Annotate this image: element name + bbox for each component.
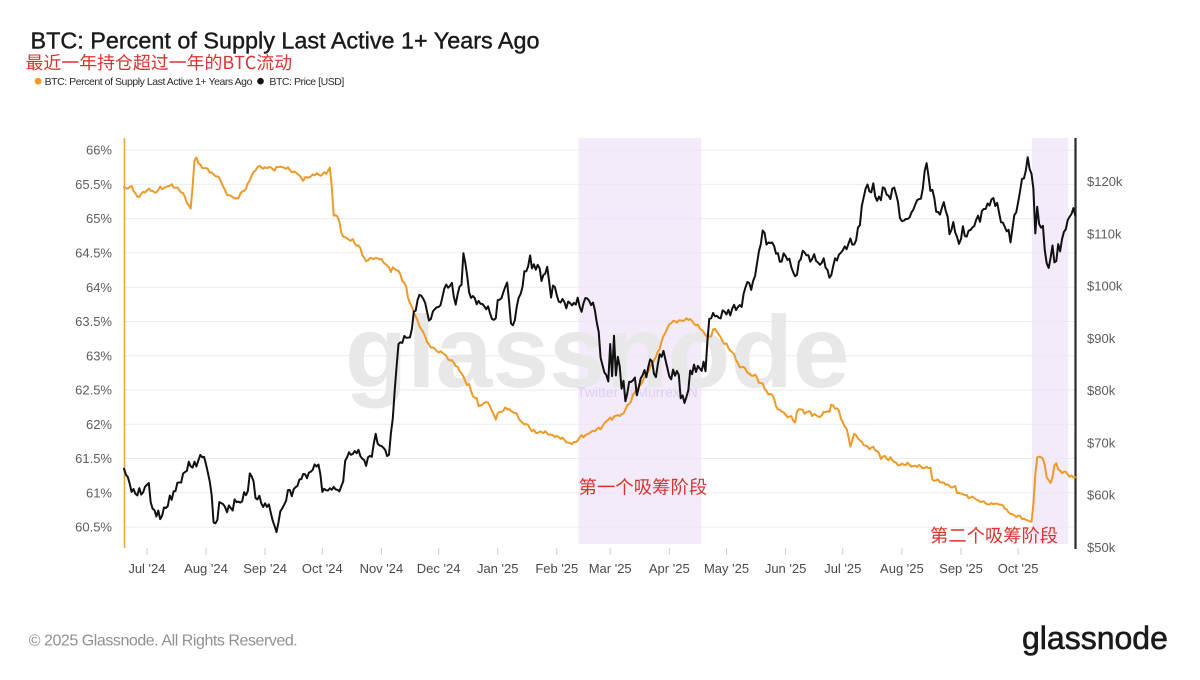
svg-text:$110k: $110k xyxy=(1087,226,1122,241)
svg-text:Aug '24: Aug '24 xyxy=(184,561,228,576)
svg-text:Mar '25: Mar '25 xyxy=(589,561,632,576)
svg-text:66%: 66% xyxy=(86,143,112,158)
svg-text:Dec '24: Dec '24 xyxy=(417,561,461,576)
svg-text:Sep '25: Sep '25 xyxy=(939,561,983,576)
svg-text:BTC: Percent of Supply Last Ac: BTC: Percent of Supply Last Active 1+ Ye… xyxy=(31,28,540,54)
svg-text:$100k: $100k xyxy=(1087,279,1123,294)
svg-text:$60k: $60k xyxy=(1087,488,1116,503)
svg-text:Feb '25: Feb '25 xyxy=(535,561,578,576)
svg-text:$70k: $70k xyxy=(1087,435,1116,450)
svg-text:glassnode: glassnode xyxy=(1022,620,1168,656)
svg-text:64.5%: 64.5% xyxy=(75,246,112,261)
svg-text:Jul '24: Jul '24 xyxy=(128,561,165,576)
svg-text:Oct '24: Oct '24 xyxy=(302,561,343,576)
svg-text:$80k: $80k xyxy=(1087,383,1116,398)
svg-text:61.5%: 61.5% xyxy=(75,451,112,466)
svg-text:May '25: May '25 xyxy=(704,561,749,576)
svg-text:Oct '25: Oct '25 xyxy=(998,561,1039,576)
svg-text:$120k: $120k xyxy=(1087,174,1123,189)
svg-text:63%: 63% xyxy=(86,348,112,363)
svg-text:Jun '25: Jun '25 xyxy=(765,561,807,576)
svg-text:61%: 61% xyxy=(86,485,112,500)
svg-text:65%: 65% xyxy=(86,211,112,226)
svg-text:$90k: $90k xyxy=(1087,331,1116,346)
svg-text:BTC: Percent of Supply Last Ac: BTC: Percent of Supply Last Active 1+ Ye… xyxy=(45,76,253,88)
svg-text:© 2025 Glassnode. All Rights R: © 2025 Glassnode. All Rights Reserved. xyxy=(29,633,298,650)
svg-text:Sep '24: Sep '24 xyxy=(243,561,287,576)
svg-text:62%: 62% xyxy=(86,417,112,432)
svg-text:$50k: $50k xyxy=(1087,540,1116,555)
svg-text:Jan '25: Jan '25 xyxy=(477,561,519,576)
svg-text:Aug '25: Aug '25 xyxy=(880,561,924,576)
svg-text:62.5%: 62.5% xyxy=(75,383,112,398)
svg-text:Jul '25: Jul '25 xyxy=(824,561,861,576)
svg-text:63.5%: 63.5% xyxy=(75,314,112,329)
svg-text:65.5%: 65.5% xyxy=(75,177,112,192)
svg-text:Nov '24: Nov '24 xyxy=(360,561,404,576)
svg-text:BTC: Price [USD]: BTC: Price [USD] xyxy=(269,76,344,88)
svg-text:Apr '25: Apr '25 xyxy=(649,561,690,576)
svg-text:60.5%: 60.5% xyxy=(75,520,112,535)
svg-text:64%: 64% xyxy=(86,280,112,295)
